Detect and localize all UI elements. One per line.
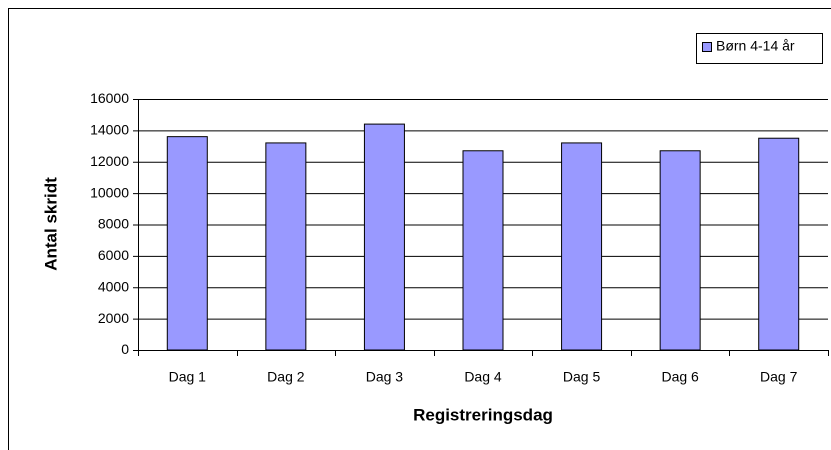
x-axis-title: Registreringsdag	[413, 405, 553, 424]
y-tick-label: 2000	[98, 310, 129, 326]
x-tick-label: Dag 2	[267, 369, 305, 385]
y-tick-label: 16000	[90, 90, 129, 106]
x-tick-label: Dag 6	[661, 369, 699, 385]
x-tick-label: Dag 4	[464, 369, 502, 385]
x-tick-label: Dag 3	[366, 369, 404, 385]
y-tick-label: 0	[121, 341, 129, 357]
chart-border	[8, 8, 831, 450]
bar	[363, 123, 405, 351]
y-tick-label: 6000	[98, 247, 129, 263]
bar	[659, 150, 701, 351]
bar	[265, 142, 307, 351]
legend-label: Børn 4-14 år	[716, 38, 795, 54]
y-axis-title: Antal skridt	[41, 177, 60, 271]
y-tick-label: 4000	[98, 278, 129, 294]
x-tick-label: Dag 1	[169, 369, 207, 385]
bar	[166, 136, 208, 351]
x-tick-label: Dag 7	[760, 369, 798, 385]
legend-swatch	[702, 42, 712, 52]
y-tick-label: 8000	[98, 216, 129, 232]
bar	[561, 142, 603, 351]
bar	[758, 137, 800, 351]
x-tick-label: Dag 5	[563, 369, 601, 385]
y-tick-label: 12000	[90, 153, 129, 169]
legend-box	[696, 33, 823, 64]
bar	[462, 150, 504, 351]
y-tick-label: 14000	[90, 122, 129, 138]
y-tick-label: 10000	[90, 184, 129, 200]
